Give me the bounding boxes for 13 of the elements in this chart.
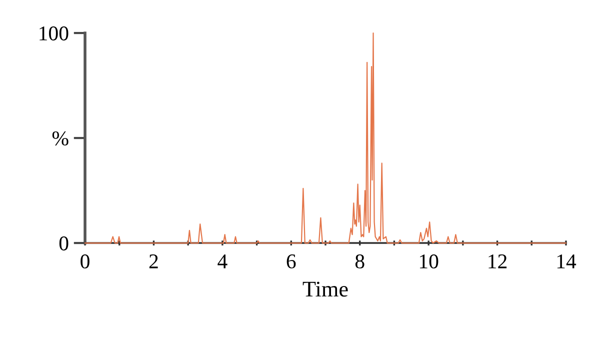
x-tick-label: 0 — [80, 254, 90, 268]
y-tick-label: 100 — [40, 26, 68, 40]
y-tick-label: 0 — [59, 236, 68, 250]
x-tick-label: 2 — [149, 254, 158, 268]
x-axis-title: Time — [302, 282, 348, 297]
x-tick-label: 8 — [355, 254, 364, 268]
x-tick-label: 10 — [420, 254, 438, 268]
x-tick-label: 4 — [218, 254, 228, 268]
line-series — [84, 32, 567, 244]
y-tick-label: % — [52, 131, 68, 146]
x-tick-label: 6 — [286, 254, 296, 268]
x-tick-label: 14 — [557, 254, 576, 268]
x-tick-label: 12 — [488, 254, 507, 268]
